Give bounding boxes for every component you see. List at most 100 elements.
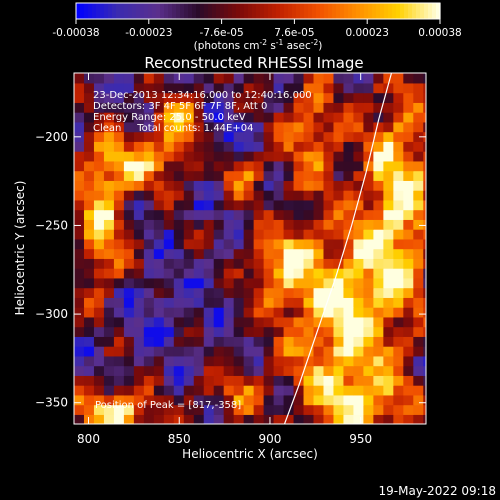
heatmap-cell bbox=[173, 297, 185, 308]
heatmap-cell bbox=[83, 355, 95, 367]
heatmap-cell bbox=[233, 258, 245, 269]
heatmap-cell bbox=[353, 307, 364, 318]
heatmap-cell bbox=[253, 102, 265, 113]
heatmap-cell bbox=[363, 375, 374, 386]
colorbar-cell bbox=[168, 3, 173, 19]
heatmap-cell bbox=[413, 180, 424, 191]
heatmap-cell bbox=[193, 199, 205, 211]
heatmap-cell bbox=[103, 404, 115, 415]
heatmap-cell bbox=[203, 180, 215, 191]
solar-limb bbox=[283, 73, 393, 424]
heatmap-cell bbox=[393, 73, 404, 84]
heatmap-cell bbox=[74, 248, 85, 259]
heatmap-cell bbox=[253, 316, 265, 328]
heatmap-cell bbox=[393, 248, 404, 259]
heatmap-cell bbox=[133, 385, 145, 396]
heatmap-cell bbox=[403, 394, 414, 406]
heatmap-cell bbox=[353, 414, 364, 424]
heatmap-cell bbox=[383, 277, 394, 289]
heatmap-cell bbox=[133, 141, 145, 152]
heatmap-cell bbox=[373, 394, 384, 406]
heatmap-cell bbox=[393, 229, 404, 240]
heatmap-cell bbox=[383, 141, 394, 152]
heatmap-cell bbox=[373, 385, 384, 396]
heatmap-cell bbox=[313, 268, 324, 279]
heatmap-cell bbox=[143, 375, 155, 386]
heatmap-cell bbox=[323, 238, 334, 250]
colorbar-cell bbox=[264, 3, 269, 19]
heatmap-cell bbox=[253, 268, 265, 279]
heatmap-cell bbox=[193, 73, 205, 84]
heatmap-cell bbox=[413, 209, 424, 220]
heatmap-cell bbox=[253, 92, 265, 103]
heatmap-cell bbox=[293, 219, 305, 230]
colorbar-cell bbox=[436, 3, 441, 19]
heatmap-cell bbox=[143, 268, 155, 279]
heatmap-cell bbox=[133, 277, 145, 289]
heatmap-cell bbox=[83, 131, 95, 142]
heatmap-cell bbox=[303, 385, 315, 396]
heatmap-cell bbox=[393, 394, 404, 406]
heatmap-cell bbox=[133, 394, 145, 406]
heatmap-cell bbox=[233, 297, 245, 308]
heatmap-cell bbox=[393, 151, 404, 162]
heatmap-cell bbox=[143, 287, 155, 298]
heatmap-cell bbox=[293, 316, 305, 328]
heatmap-cell bbox=[313, 92, 324, 103]
heatmap-cell bbox=[123, 82, 135, 94]
heatmap-cell bbox=[193, 365, 205, 376]
heatmap-cell bbox=[333, 316, 344, 328]
heatmap-cell bbox=[383, 316, 394, 328]
heatmap-cell bbox=[143, 160, 155, 172]
heatmap-cell bbox=[223, 268, 235, 279]
heatmap-cell bbox=[283, 326, 295, 337]
heatmap-cell bbox=[123, 404, 135, 415]
heatmap-cell bbox=[313, 277, 324, 289]
heatmap-cell bbox=[173, 82, 185, 94]
annotation-counts: Clean Total counts: 1.44E+04 bbox=[93, 123, 253, 134]
heatmap-cell bbox=[233, 73, 245, 84]
heatmap-cell bbox=[163, 82, 175, 94]
heatmap-cell bbox=[313, 394, 324, 406]
heatmap-cell bbox=[153, 268, 165, 279]
heatmap-cell bbox=[383, 394, 394, 406]
heatmap bbox=[74, 73, 426, 424]
heatmap-cell bbox=[393, 307, 404, 318]
heatmap-cell bbox=[153, 277, 165, 289]
heatmap-cell bbox=[173, 385, 185, 396]
heatmap-cell bbox=[423, 346, 426, 357]
heatmap-cell bbox=[263, 112, 275, 123]
heatmap-cell bbox=[213, 307, 225, 318]
heatmap-cell bbox=[363, 326, 374, 337]
heatmap-cell bbox=[343, 316, 354, 328]
heatmap-cell bbox=[383, 385, 394, 396]
heatmap-cell bbox=[383, 404, 394, 415]
heatmap-cell bbox=[243, 365, 255, 376]
colorbar-cell bbox=[172, 3, 177, 19]
heatmap-cell bbox=[183, 92, 195, 103]
heatmap-cell bbox=[173, 326, 185, 337]
heatmap-cell bbox=[123, 326, 135, 337]
heatmap-cell bbox=[303, 316, 315, 328]
colorbar-cell bbox=[76, 3, 81, 19]
heatmap-cell bbox=[263, 238, 275, 250]
heatmap-cell bbox=[423, 297, 426, 308]
heatmap-cell bbox=[393, 141, 404, 152]
heatmap-cell bbox=[423, 268, 426, 279]
heatmap-cell bbox=[153, 258, 165, 269]
heatmap-cell bbox=[273, 385, 285, 396]
heatmap-cell bbox=[333, 346, 344, 357]
heatmap-cell bbox=[223, 258, 235, 269]
heatmap-cell bbox=[243, 248, 255, 259]
heatmap-cell bbox=[323, 297, 334, 308]
heatmap-cell bbox=[273, 355, 285, 367]
heatmap-cell bbox=[293, 365, 305, 376]
heatmap-cell bbox=[423, 307, 426, 318]
heatmap-cell bbox=[293, 297, 305, 308]
heatmap-cell bbox=[373, 180, 384, 191]
heatmap-cell bbox=[153, 414, 165, 424]
heatmap-cell bbox=[183, 199, 195, 211]
heatmap-cell bbox=[283, 414, 295, 424]
heatmap-cell bbox=[343, 355, 354, 367]
heatmap-cell bbox=[123, 375, 135, 386]
